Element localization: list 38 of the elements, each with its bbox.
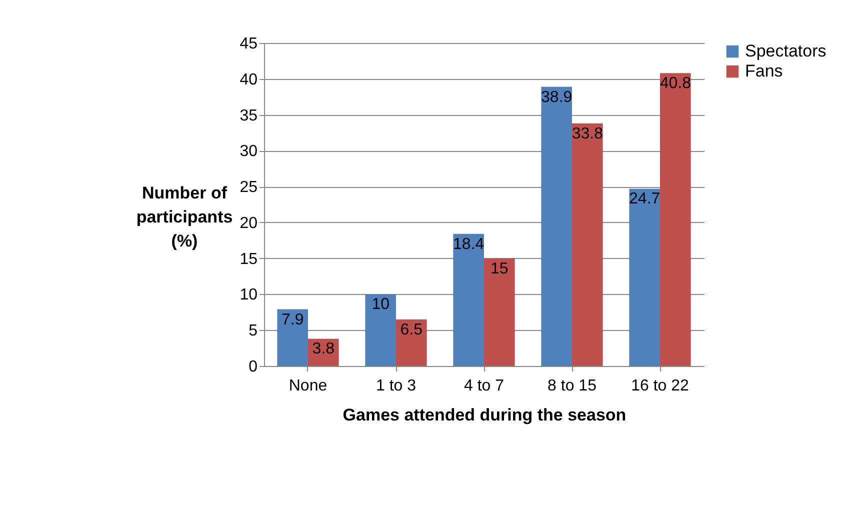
x-tick-label: 1 to 3: [376, 378, 416, 394]
data-label: 33.8: [572, 125, 604, 142]
bar: [453, 234, 484, 366]
data-label: 7.9: [281, 311, 304, 328]
y-tick-label: 0: [248, 358, 258, 376]
data-label: 40.8: [660, 75, 692, 92]
y-tick-label: 10: [240, 286, 258, 304]
x-axis-title: Games attended during the season: [342, 406, 626, 424]
bar: [484, 258, 515, 366]
x-tick-label: None: [288, 378, 328, 394]
data-label: 18.4: [453, 236, 484, 253]
data-label: 3.8: [312, 340, 335, 358]
data-label: 15: [490, 260, 508, 278]
y-axis-title: Number of participants (%): [136, 184, 233, 250]
y-tick-label: 20: [240, 214, 258, 232]
data-label: 10: [372, 296, 390, 314]
data-label: 24.7: [629, 190, 660, 208]
x-tick-label: 4 to 7: [464, 378, 504, 394]
y-tick-label: 5: [248, 322, 258, 340]
y-tick-label: 15: [240, 250, 258, 268]
bar: [396, 319, 427, 366]
bar: [365, 294, 396, 366]
x-tick-label: 8 to 15: [548, 378, 597, 394]
bar: [572, 123, 603, 366]
legend-label: Spectators: [745, 42, 826, 60]
bar: [541, 86, 572, 366]
data-label: 6.5: [400, 321, 423, 338]
y-tick-label: 25: [240, 179, 258, 196]
y-tick-label: 35: [240, 107, 258, 124]
legend-label: Fans: [745, 62, 783, 80]
bar: [277, 309, 308, 366]
x-tick-label: 16 to 22: [631, 378, 690, 394]
y-tick-label: 40: [240, 71, 258, 88]
y-tick-label: 30: [240, 143, 258, 160]
data-label: 38.9: [541, 88, 572, 106]
y-tick-label: 45: [240, 36, 258, 52]
bar: [629, 188, 660, 366]
bar: [660, 73, 691, 366]
